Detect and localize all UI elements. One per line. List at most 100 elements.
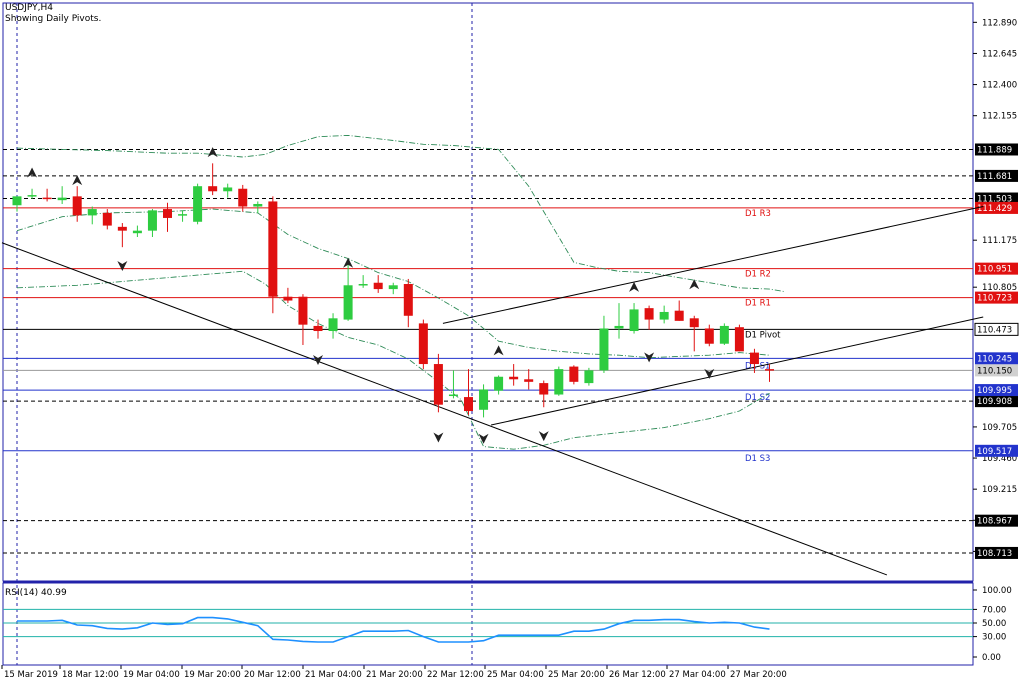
candle-body	[147, 210, 157, 231]
pivot-value: 110.473	[977, 325, 1012, 335]
dashed-level-tag	[975, 192, 1018, 205]
y-tick-label: 109.705	[982, 423, 1017, 433]
candle-body	[72, 196, 82, 216]
fractal-down-arrow	[478, 433, 489, 444]
fractal-down-arrow	[433, 432, 444, 443]
candle-body	[178, 214, 188, 216]
pivot-value: 109.517	[977, 447, 1012, 457]
x-tick-label: 21 Mar 20:00	[366, 670, 423, 680]
y-tick-label: 109.215	[982, 485, 1017, 495]
candle-body	[388, 285, 398, 290]
rsi-tick-label: 30.00	[982, 633, 1006, 643]
chart-subtitle: Showing Daily Pivots.	[5, 14, 102, 24]
x-tick-label: 26 Mar 12:00	[609, 670, 666, 680]
candle-body	[448, 394, 458, 397]
pivot-value-tag	[975, 291, 1018, 304]
candle-body	[644, 308, 654, 320]
pivot-value-tag	[975, 201, 1018, 214]
dashed-level-value: 109.908	[977, 397, 1012, 407]
x-tick-label: 25 Mar 04:00	[487, 670, 544, 680]
y-tick-label: 112.155	[982, 112, 1017, 122]
candle-body	[433, 364, 443, 405]
x-tick-label: 15 Mar 2019	[4, 670, 58, 680]
candle-body	[57, 197, 67, 201]
candle-body	[734, 327, 744, 352]
trendline	[1, 242, 888, 576]
rsi-label: RSI(14) 40.99	[5, 588, 67, 598]
fractal-up-arrow	[493, 345, 504, 356]
candle-body	[358, 284, 368, 286]
fractal-up-arrow	[689, 279, 700, 290]
y-tick-label: 112.645	[982, 49, 1017, 59]
x-tick-label: 27 Mar 20:00	[730, 670, 787, 680]
candle-body	[163, 209, 172, 218]
candle-body	[524, 379, 534, 382]
fractal-up-arrow	[343, 257, 354, 268]
x-tick-label: 20 Mar 12:00	[244, 670, 301, 680]
trendline	[442, 206, 984, 324]
fractal-up-arrow	[629, 281, 640, 292]
candle-body	[509, 376, 519, 380]
x-tick-label: 19 Mar 04:00	[123, 670, 180, 680]
candle-body	[599, 328, 609, 371]
rsi-pane-frame	[2, 582, 974, 666]
bollinger-upper-band	[16, 134, 785, 293]
pivot-label: D1 R2	[745, 270, 771, 280]
rsi-tick-label: 70.00	[982, 605, 1006, 615]
y-tick-label: 111.175	[982, 236, 1017, 246]
fractal-down-arrow	[704, 368, 715, 379]
candle-body	[223, 187, 233, 192]
dashed-level-tag	[975, 514, 1018, 527]
dashed-level-tag	[975, 546, 1018, 559]
pivot-label: D1 Pivot	[745, 330, 781, 340]
rsi-line	[17, 616, 770, 643]
dashed-level-value: 108.713	[977, 549, 1012, 559]
dashed-level-value: 111.889	[977, 145, 1012, 155]
fractal-down-arrow	[313, 354, 323, 365]
candle-body	[479, 389, 489, 410]
x-tick-label: 22 Mar 12:00	[427, 670, 484, 680]
rsi-tick-label: 50.00	[982, 619, 1006, 629]
candle-body	[373, 282, 383, 290]
rsi-pane: 100.00 70.00 50.00 30.00 0.00	[2, 582, 1012, 666]
candle-body	[614, 325, 624, 329]
candle-body	[629, 309, 639, 332]
candle-body	[554, 369, 564, 395]
candle-body	[403, 284, 413, 316]
pivot-value-tag	[975, 352, 1018, 365]
candle-body	[765, 369, 774, 371]
current-price-value: 110.150	[977, 366, 1012, 376]
candle-body	[117, 226, 127, 231]
fractal-up-arrow	[207, 147, 218, 158]
candle-body	[208, 186, 218, 192]
bollinger-middle-band	[16, 208, 770, 359]
candle-body	[132, 230, 142, 234]
y-tick-label: 112.890	[982, 18, 1017, 28]
y-tick-label: 112.400	[982, 81, 1017, 91]
candle-body	[569, 366, 579, 382]
pivot-value-tag	[974, 322, 1019, 336]
dashed-level-value: 111.503	[977, 195, 1012, 205]
candle-body	[268, 201, 278, 297]
x-tick-label: 21 Mar 04:00	[305, 670, 362, 680]
dashed-level-tag	[975, 169, 1018, 182]
bollinger-lower-band	[16, 270, 770, 450]
candle-body	[193, 186, 203, 222]
rsi-tick-label: 0.00	[982, 653, 1001, 663]
candle-body	[253, 203, 263, 207]
dashed-level-tag	[975, 143, 1018, 156]
pivot-value-tag	[975, 262, 1018, 275]
x-tick-label: 27 Mar 04:00	[669, 670, 726, 680]
candle-body	[464, 397, 473, 412]
candle-body	[418, 323, 428, 365]
candle-body	[313, 325, 323, 332]
candle-body	[659, 311, 669, 320]
fractal-down-arrow	[644, 352, 655, 363]
candle-body	[238, 188, 248, 207]
candle-body	[719, 325, 729, 344]
fractal-down-arrow	[117, 260, 128, 271]
candle-body	[674, 310, 684, 321]
fractal-up-arrow	[72, 175, 83, 186]
pivot-value: 110.723	[977, 294, 1012, 304]
